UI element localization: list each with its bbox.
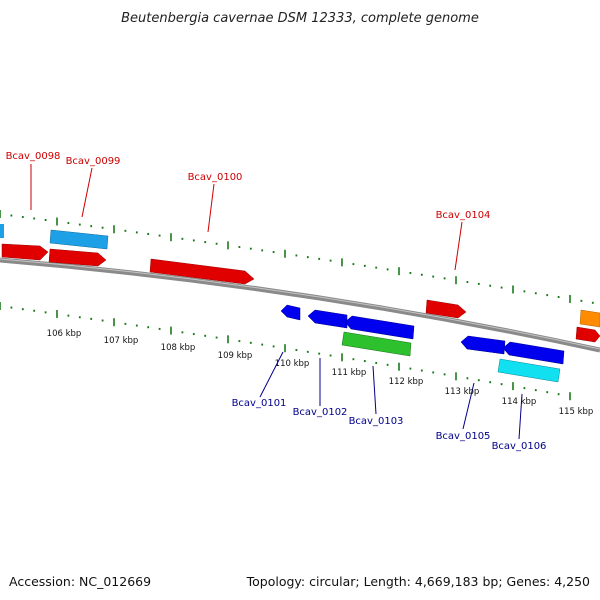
gene-bcav-0103-feature[interactable]: [344, 315, 415, 340]
summary-text: Topology: circular; Length: 4,669,183 bp…: [246, 574, 590, 589]
leader-bcav-0099: [81, 167, 93, 218]
scale-label: 107 kbp: [104, 336, 139, 346]
genome-backbone: [0, 257, 600, 353]
gene-bcav-0105[interactable]: [460, 335, 506, 355]
gene-bcav-0106[interactable]: [497, 358, 561, 383]
leader-bcav-0103: [372, 365, 377, 415]
leader-bcav-0101: [259, 351, 284, 398]
label-bcav-0099[interactable]: Bcav_0099: [66, 156, 121, 167]
scale-label: 115 kbp: [559, 407, 594, 417]
scale-label: 109 kbp: [218, 351, 253, 361]
leader-bcav-0104: [454, 221, 463, 271]
leader-bcav-0100: [207, 183, 215, 233]
reverse-genes: [280, 304, 565, 383]
label-bcav-0101[interactable]: Bcav_0101: [232, 398, 287, 409]
scale-labels: 106 kbp 107 kbp 108 kbp 109 kbp 110 kbp …: [47, 329, 594, 417]
gene-bcav-0099[interactable]: [48, 248, 107, 267]
scale-label: 112 kbp: [389, 377, 424, 387]
label-bcav-0098[interactable]: Bcav_0098: [6, 151, 61, 162]
label-bcav-0104[interactable]: Bcav_0104: [436, 210, 491, 221]
upper-gene-labels: Bcav_0098 Bcav_0099 Bcav_0100 Bcav_0104: [6, 151, 491, 221]
label-bcav-0103[interactable]: Bcav_0103: [349, 416, 404, 427]
scale-label: 108 kbp: [161, 343, 196, 353]
upper-leader-lines: [30, 164, 463, 271]
scale-label: 114 kbp: [502, 397, 537, 407]
scale-label: 106 kbp: [47, 329, 82, 339]
scale-label: 110 kbp: [275, 359, 310, 369]
label-bcav-0100[interactable]: Bcav_0100: [188, 172, 243, 183]
lower-scale-ticks: [0, 302, 571, 401]
label-bcav-0105[interactable]: Bcav_0105: [436, 431, 491, 442]
gene-red-edge[interactable]: [575, 326, 600, 343]
scale-label: 111 kbp: [332, 368, 367, 378]
leader-bcav-0106: [518, 393, 523, 440]
accession-text: Accession: NC_012669: [9, 574, 151, 589]
scale-label: 113 kbp: [445, 387, 480, 397]
gene-bcav-0102[interactable]: [307, 309, 348, 329]
gene-bcav-0098[interactable]: [1, 243, 49, 261]
label-bcav-0102[interactable]: Bcav_0102: [293, 407, 348, 418]
label-bcav-0106[interactable]: Bcav_0106: [492, 441, 547, 452]
gene-orange-edge[interactable]: [579, 309, 600, 328]
gene-bcav-0106-feature[interactable]: [502, 341, 565, 365]
gene-bcav-0101[interactable]: [280, 304, 301, 321]
forward-genes: [0, 224, 600, 343]
genome-backbone-highlight: [0, 258, 600, 350]
gene-bcav-0104[interactable]: [425, 299, 467, 319]
map-title: Beutenbergia cavernae DSM 12333, complet…: [121, 11, 479, 26]
gene-cyan-edge[interactable]: [0, 224, 4, 238]
gene-bcav-0100[interactable]: [149, 258, 255, 285]
lower-leader-lines: [259, 351, 523, 440]
lower-gene-labels: Bcav_0101 Bcav_0102 Bcav_0103 Bcav_0105 …: [232, 398, 547, 452]
upper-scale-ticks: [0, 210, 594, 304]
leader-bcav-0105: [462, 382, 475, 430]
gene-bcav-0103[interactable]: [341, 331, 412, 357]
gene-bcav-0099-feature[interactable]: [49, 229, 109, 250]
